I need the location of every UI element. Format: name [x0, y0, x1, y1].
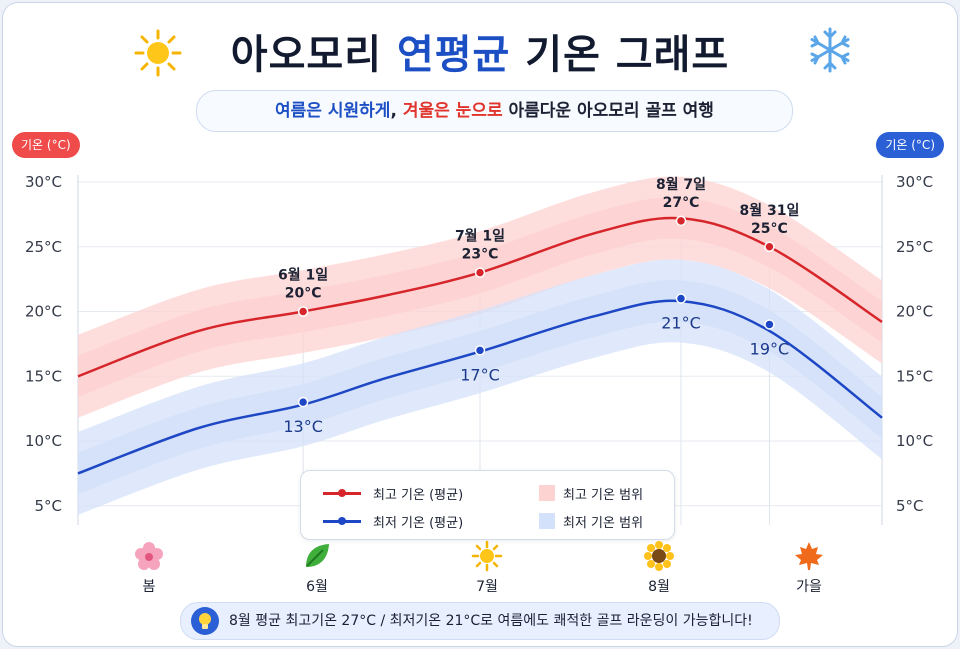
cherry-blossom-icon: [135, 542, 163, 570]
maple-leaf-icon: [795, 542, 823, 570]
legend-high-range-label: 최고 기온 범위: [563, 488, 644, 503]
subtitle-banner: 여름은 시원하게, 겨울은 눈으로 아름다운 아오모리 골프 여행: [196, 90, 793, 132]
low-temp-label: 17°C: [460, 365, 500, 384]
legend-high-avg-swatch: [323, 489, 361, 497]
annotation-value: 25°C: [751, 221, 788, 237]
annotation-date: 8월 31일: [740, 202, 800, 219]
sunflower-icon: [644, 541, 674, 571]
season-spring: 봄: [109, 540, 189, 596]
y-tick-label-right: 15°C: [896, 367, 933, 385]
y-axis-label-right: 기온 (°C): [876, 132, 944, 158]
season-autumn: 가을: [769, 540, 849, 596]
sun-icon: [471, 540, 503, 572]
legend-low-avg-swatch: [323, 517, 361, 525]
footer-text: 8월 평균 최고기온 27°C / 최저기온 21°C로 여름에도 쾌적한 골프…: [229, 613, 753, 629]
low-temp-point: [764, 319, 775, 330]
y-tick-label-right: 10°C: [896, 432, 933, 450]
y-tick-label-right: 20°C: [896, 303, 933, 321]
legend-low-range-swatch: [539, 513, 555, 529]
chart-legend: 최고 기온 (평균) 최저 기온 (평균) 최고 기온 범위 최저 기온 범위: [300, 470, 675, 540]
low-temp-label: 19°C: [750, 339, 790, 358]
y-tick-label-left: 10°C: [25, 432, 62, 450]
sun-icon: [134, 29, 182, 77]
season-june: 6월: [277, 540, 357, 596]
y-tick-label-left: 25°C: [25, 238, 62, 256]
page-title: 아오모리 연평균 기온 그래프: [230, 32, 730, 78]
low-temp-point: [675, 293, 687, 304]
legend-high-range-swatch: [539, 485, 555, 501]
y-tick-label-left: 5°C: [34, 497, 62, 515]
y-tick-label-left: 30°C: [25, 173, 62, 191]
snowflake-icon: [810, 27, 850, 73]
high-temp-point: [764, 241, 775, 252]
lightbulb-icon: [191, 607, 219, 635]
season-july: 7월: [447, 540, 527, 596]
temperature-chart: 5°C 5°C 10°C 10°C 15°C 15°C 20°C 20°C 25°C 25°C 30…: [25, 173, 933, 525]
legend-low-avg-label: 최저 기온 (평균): [373, 516, 464, 531]
annotation-date: 7월 1일: [455, 228, 505, 245]
annotation-date: 6월 1일: [278, 267, 328, 284]
high-temp-point: [297, 306, 309, 317]
title-accent: 연평균: [396, 32, 511, 78]
y-tick-label-left: 15°C: [25, 367, 62, 385]
annotation-value: 27°C: [663, 195, 700, 211]
y-tick-label-right: 25°C: [896, 238, 933, 256]
low-temp-label: 13°C: [283, 417, 323, 436]
season-august: 8월: [619, 540, 699, 596]
legend-low-range-label: 최저 기온 범위: [563, 516, 644, 531]
y-axis-label-left: 기온 (°C): [12, 132, 80, 158]
annotation-value: 20°C: [285, 286, 322, 302]
y-tick-label-left: 20°C: [25, 303, 62, 321]
high-temp-point: [474, 267, 486, 278]
footer-tip: 8월 평균 최고기온 27°C / 최저기온 21°C로 여름에도 쾌적한 골프…: [180, 602, 780, 640]
legend-high-avg-label: 최고 기온 (평균): [373, 488, 464, 503]
y-tick-label-right: 30°C: [896, 173, 933, 191]
leaf-icon: [306, 544, 329, 567]
y-tick-label-right: 5°C: [896, 497, 924, 515]
low-temp-point: [474, 345, 486, 356]
low-temp-label: 21°C: [661, 314, 701, 333]
high-temp-point: [675, 215, 687, 227]
low-range-band: [78, 259, 882, 515]
annotation-date: 8월 7일: [656, 176, 706, 193]
low-temp-point: [297, 396, 309, 408]
annotation-value: 23°C: [462, 247, 499, 263]
